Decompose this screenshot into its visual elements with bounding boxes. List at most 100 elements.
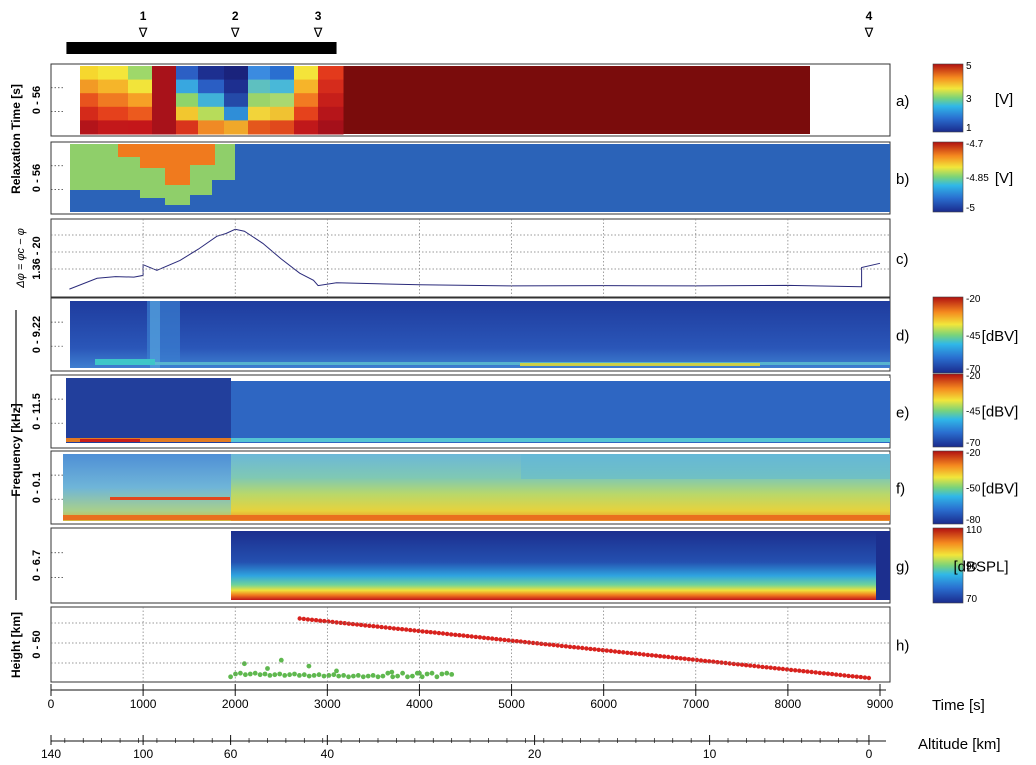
panel-h-green-point bbox=[380, 673, 386, 679]
panel-a-cell bbox=[128, 93, 153, 108]
panel-c-ytick-label: 1.36 - 20 bbox=[31, 236, 43, 279]
panel-h-red-point bbox=[346, 621, 351, 626]
panel-h-red-point bbox=[784, 667, 790, 672]
panel-b-letter: b) bbox=[896, 171, 909, 188]
panel-h-red-point bbox=[379, 624, 384, 630]
panel-h-green-point bbox=[355, 673, 361, 678]
panel-h-green-point bbox=[405, 674, 410, 680]
panel-a-cell bbox=[318, 79, 344, 94]
panel-h-red-point bbox=[477, 635, 483, 640]
panel-h-red-point bbox=[825, 671, 831, 676]
panel-h-green-point bbox=[247, 671, 253, 677]
time-axis-tick-label: 6000 bbox=[590, 697, 617, 711]
panel-h-red-point bbox=[580, 645, 585, 651]
panel-h-red-point bbox=[850, 674, 855, 679]
panel-d-colorbar-tick: -45 bbox=[966, 331, 981, 342]
panel-h-scatter bbox=[228, 616, 872, 681]
panel-e-ytick-label: 0 - 11.5 bbox=[31, 393, 43, 430]
frequency-label: Frequency [kHz] bbox=[9, 403, 23, 496]
panel-g-ytick-label: 0 - 6.7 bbox=[31, 550, 43, 581]
panel-h-red-point bbox=[625, 650, 630, 655]
panel-h-red-point bbox=[764, 665, 769, 670]
panel-a-cell bbox=[128, 79, 153, 94]
panel-h-red-point bbox=[428, 630, 433, 635]
panel-h-red-point bbox=[449, 632, 454, 637]
event-marker-icon: ∇ bbox=[230, 25, 240, 40]
panel-d-spectrogram bbox=[70, 301, 890, 368]
panel-f-colorbar-tick: -80 bbox=[966, 515, 981, 526]
panel-f-field-left bbox=[63, 454, 231, 521]
panel-h-red-point bbox=[649, 653, 655, 658]
panel-g-spectrogram bbox=[231, 531, 890, 600]
panel-a-cell bbox=[294, 93, 319, 108]
panel-a-cell bbox=[318, 106, 344, 121]
panel-d-column bbox=[150, 301, 160, 368]
panel-a-cell bbox=[224, 66, 249, 81]
panel-h-red-point bbox=[813, 670, 818, 675]
panel-h-red-point bbox=[326, 619, 331, 624]
panel-h-red-point bbox=[846, 673, 851, 679]
panel-h-red-point bbox=[387, 625, 392, 631]
panel-h-red-point bbox=[809, 669, 814, 675]
panel-a-cell bbox=[152, 106, 177, 121]
panel-h-red-point bbox=[522, 639, 528, 645]
panel-h-red-point bbox=[506, 638, 511, 643]
event-label: 2 bbox=[232, 9, 239, 23]
panel-h-red-point bbox=[543, 642, 548, 647]
panel-h-red-point bbox=[748, 663, 753, 668]
panel-h-red-point bbox=[485, 636, 491, 641]
panel-d-letter: d) bbox=[896, 328, 909, 345]
panel-h-red-point bbox=[481, 635, 487, 640]
event-label: 1 bbox=[140, 9, 147, 23]
panel-h-red-point bbox=[793, 668, 798, 673]
panel-a-cell bbox=[80, 93, 99, 108]
panel-e-letter: e) bbox=[896, 405, 909, 422]
panel-h-frame bbox=[50, 606, 891, 683]
panel-f-spectrogram bbox=[63, 454, 890, 521]
panel-h-green-point bbox=[385, 670, 391, 676]
altitude-axis-tick-label: 20 bbox=[528, 747, 542, 761]
time-axis-tick-label: 7000 bbox=[682, 697, 709, 711]
panel-h-red-point bbox=[817, 670, 822, 676]
relaxation-time-label: Relaxation Time [s] bbox=[9, 84, 23, 194]
panel-a-cell bbox=[270, 93, 295, 108]
panel-b-ytick-label: 0 - 56 bbox=[31, 164, 43, 192]
height-label: Height [km] bbox=[9, 612, 23, 678]
panel-h-red-point bbox=[539, 641, 544, 646]
panel-h-red-point bbox=[743, 663, 749, 668]
panel-a-colorbar-tick: 5 bbox=[966, 61, 972, 72]
panel-h-green-point bbox=[424, 671, 430, 677]
panel-h-red-point bbox=[690, 657, 695, 662]
panel-a-cell bbox=[270, 79, 295, 94]
panel-h-green-point bbox=[272, 672, 278, 678]
panel-a-cell bbox=[152, 79, 177, 94]
panel-h-red-point bbox=[780, 666, 786, 672]
panel-h-red-point bbox=[604, 648, 609, 653]
panel-h-red-point bbox=[404, 627, 409, 632]
panel-h-red-point bbox=[600, 648, 605, 653]
panel-g-colorbar-tick: 90 bbox=[966, 562, 978, 573]
panel-a-ytick-label: 0 - 56 bbox=[31, 86, 43, 114]
panel-h-red-point bbox=[514, 639, 519, 644]
panel-h-red-point bbox=[576, 645, 581, 650]
panel-e-lowband bbox=[231, 438, 890, 442]
panel-c-ylabel: Δφ = φc − φ bbox=[15, 228, 27, 288]
panel-f-colorbar-tick: -20 bbox=[966, 448, 981, 459]
panel-h-red-point bbox=[350, 621, 356, 627]
panel-h-green-point bbox=[301, 672, 307, 678]
panel-h-red-point bbox=[797, 668, 802, 673]
panel-h-green-point bbox=[292, 671, 297, 677]
panel-b-colorbar-tick: -4.85 bbox=[966, 173, 989, 184]
panel-h-red-point bbox=[559, 643, 564, 649]
panel-h-green-point bbox=[434, 674, 440, 680]
panel-a-cell bbox=[248, 106, 271, 121]
altitude-axis-tick-label: 0 bbox=[866, 747, 873, 761]
panel-h-green-point bbox=[449, 672, 455, 677]
panel-h-green-point bbox=[257, 672, 263, 678]
panel-a-cell bbox=[80, 66, 99, 81]
panel-h-green-point bbox=[316, 672, 322, 678]
panel-a-cell bbox=[128, 106, 153, 121]
panel-a-cell bbox=[318, 120, 344, 135]
panel-h-red-point bbox=[584, 646, 589, 651]
panel-a-cell bbox=[128, 120, 153, 135]
